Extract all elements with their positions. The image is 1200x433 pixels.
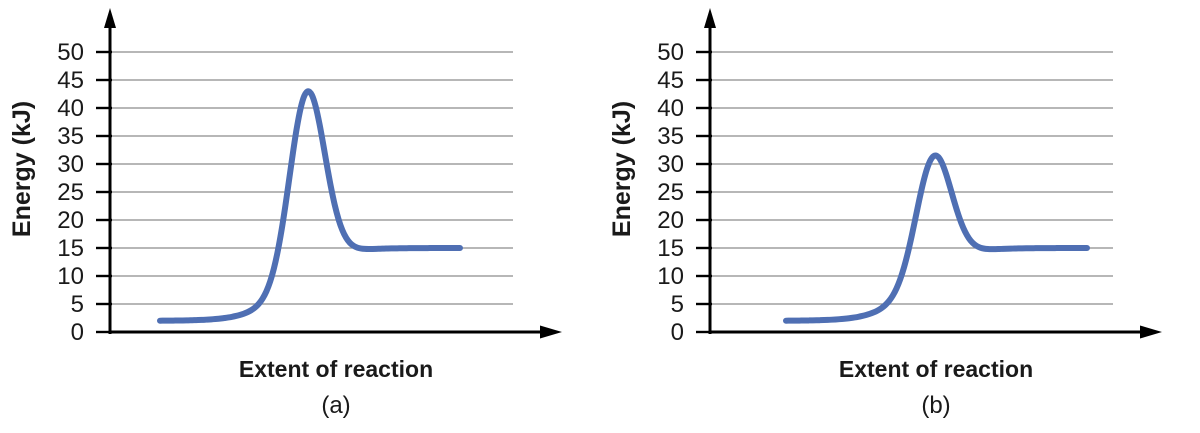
svg-text:10: 10 (57, 263, 84, 290)
svg-text:45: 45 (657, 67, 684, 94)
svg-text:50: 50 (657, 39, 684, 66)
svg-text:5: 5 (671, 291, 684, 318)
svg-text:20: 20 (657, 207, 684, 234)
svg-text:40: 40 (657, 95, 684, 122)
svg-text:Energy (kJ): Energy (kJ) (8, 101, 36, 237)
svg-text:(b): (b) (921, 392, 950, 419)
svg-text:(a): (a) (321, 392, 350, 419)
svg-text:15: 15 (57, 235, 84, 262)
svg-text:15: 15 (657, 235, 684, 262)
svg-text:25: 25 (57, 179, 84, 206)
svg-text:Energy (kJ): Energy (kJ) (608, 101, 636, 237)
svg-text:40: 40 (57, 95, 84, 122)
svg-text:50: 50 (57, 39, 84, 66)
svg-text:30: 30 (657, 151, 684, 178)
svg-text:0: 0 (71, 319, 84, 346)
svg-text:10: 10 (657, 263, 684, 290)
svg-text:35: 35 (657, 123, 684, 150)
svg-text:35: 35 (57, 123, 84, 150)
svg-text:30: 30 (57, 151, 84, 178)
svg-text:0: 0 (671, 319, 684, 346)
svg-text:20: 20 (57, 207, 84, 234)
svg-text:5: 5 (71, 291, 84, 318)
svg-text:45: 45 (57, 67, 84, 94)
svg-text:25: 25 (657, 179, 684, 206)
svg-text:Extent of reaction: Extent of reaction (239, 356, 433, 382)
svg-text:Extent of reaction: Extent of reaction (839, 356, 1033, 382)
